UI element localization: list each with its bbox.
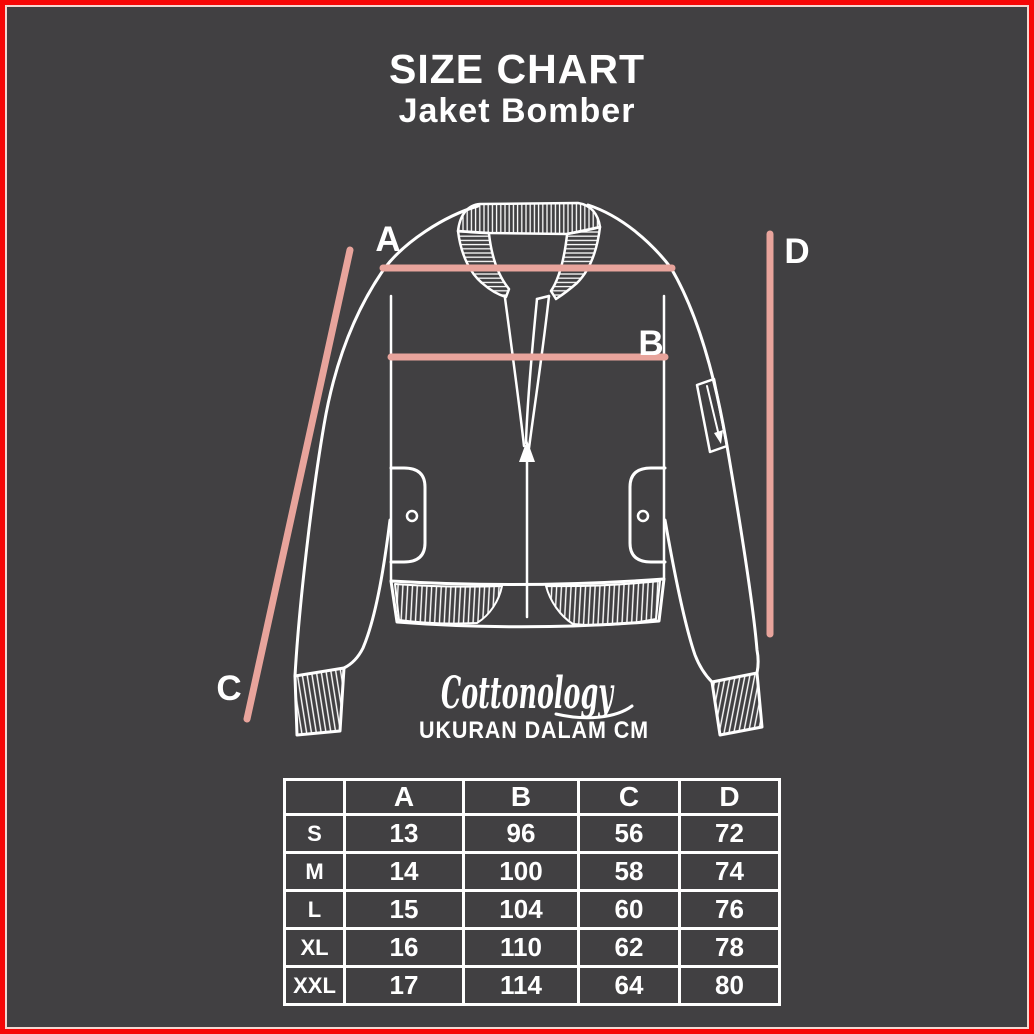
size-table-corner-cell [283,778,346,816]
jacket-collar-band [456,201,602,236]
size-table-header-a: A [343,778,465,816]
page-title: SIZE CHART [389,46,645,92]
size-table-row-m: M 14 100 58 74 [283,851,781,892]
size-value: 110 [462,927,580,968]
size-value: 104 [462,889,580,930]
size-table: A B C D S 13 96 56 72 M 14 100 58 74 [283,778,781,1006]
size-value: 114 [462,965,580,1006]
brand-logo-swash [554,704,634,720]
size-value: 13 [343,813,465,854]
measurement-lines [243,230,774,723]
jacket-arm-pocket [695,377,729,454]
jacket-right-sleeve-inner [663,518,714,684]
size-table-header-d: D [678,778,781,816]
size-label: S [283,813,346,854]
jacket-arm-pocket-pull [714,430,723,444]
measure-label-a: A [375,220,400,259]
jacket-left-sleeve-inner [342,518,392,670]
size-table-header-c: C [577,778,681,816]
jacket-left-sleeve-outer [293,267,386,678]
size-value: 74 [678,851,781,892]
size-value: 64 [577,965,681,1006]
jacket-collar-left-panel [456,229,511,299]
size-value: 16 [343,927,465,968]
jacket-hem-outline [389,577,666,629]
size-value: 60 [577,889,681,930]
size-table-header-b: B [462,778,580,816]
size-table-row-l: L 15 104 60 76 [283,889,781,930]
size-table-row-xl: XL 16 110 62 78 [283,927,781,968]
measure-label-b: B [638,324,663,363]
page-subtitle: Jaket Bomber [398,92,636,130]
size-value: 56 [577,813,681,854]
jacket-hem-rib-left [394,583,503,625]
measure-line-c [243,246,354,723]
size-value: 17 [343,965,465,1006]
size-table-header-row: A B C D [283,778,781,816]
size-value: 96 [462,813,580,854]
jacket-placket-left-line [503,296,526,448]
jacket-placket-middle-line [524,297,539,445]
jacket-right-pocket [628,466,667,564]
size-value: 14 [343,851,465,892]
jacket-left-cuff [293,666,346,737]
jacket-hem-rib-right [545,580,661,627]
jacket-left-pocket [389,466,427,564]
size-value: 58 [577,851,681,892]
size-label: XXL [283,965,346,1006]
size-value: 80 [678,965,781,1006]
brand-logo-text: Cottonology [441,668,615,719]
jacket-collar-right-panel [549,225,602,301]
size-table-row-s: S 13 96 56 72 [283,813,781,854]
size-value: 100 [462,851,580,892]
size-label: XL [283,927,346,968]
jacket-left-pocket-snap [405,509,419,523]
jacket-right-sleeve-outer [669,266,760,675]
jacket-right-cuff [710,671,764,737]
jacket-arm-pocket-slot [706,385,721,441]
jacket-illustration [293,201,764,737]
measure-label-d: D [784,232,809,271]
jacket-right-pocket-snap [636,509,650,523]
jacket-right-shoulder-line [586,203,673,270]
jacket-placket-jog-line [535,294,551,301]
size-label: L [283,889,346,930]
jacket-placket-right-line [527,294,551,450]
size-value: 72 [678,813,781,854]
jacket-zipper-pull [519,440,535,462]
size-table-row-xxl: XXL 17 114 64 80 [283,965,781,1006]
units-caption: UKURAN DALAM CM [419,717,649,744]
size-value: 62 [577,927,681,968]
measure-label-c: C [216,669,241,708]
size-value: 15 [343,889,465,930]
size-value: 76 [678,889,781,930]
size-label: M [283,851,346,892]
size-value: 78 [678,927,781,968]
